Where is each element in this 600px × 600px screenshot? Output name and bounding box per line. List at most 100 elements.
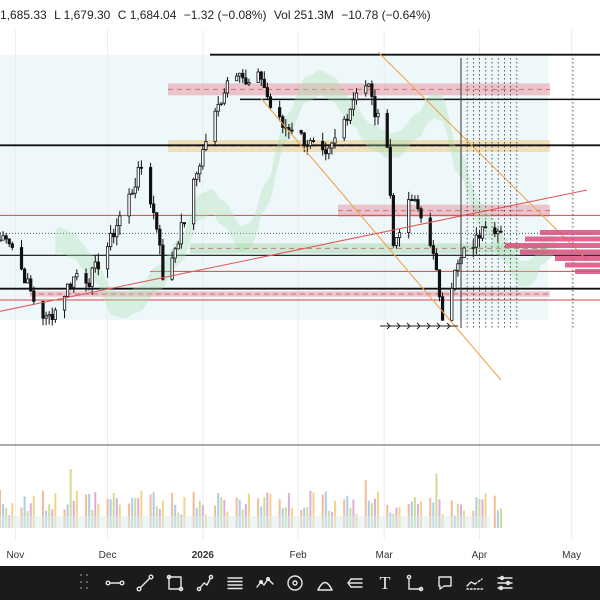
candle-body bbox=[130, 192, 134, 195]
candle-body bbox=[84, 273, 88, 284]
candle-body bbox=[265, 87, 269, 98]
x-axis-label: Apr bbox=[472, 550, 488, 561]
candle-body bbox=[241, 72, 245, 79]
volume-bar bbox=[346, 495, 349, 528]
candle-body bbox=[170, 257, 174, 280]
price-chart[interactable]: Nov Dec 2026 Feb Mar Apr May bbox=[0, 0, 600, 566]
volume-bar bbox=[257, 498, 260, 528]
candle-body bbox=[204, 141, 208, 151]
fib-icon[interactable] bbox=[310, 568, 340, 598]
candle-body bbox=[96, 261, 100, 270]
candle-body bbox=[462, 247, 466, 259]
candle-body bbox=[90, 267, 94, 287]
pattern-icon[interactable] bbox=[250, 568, 280, 598]
rectangle-icon[interactable] bbox=[160, 568, 190, 598]
candle-body bbox=[247, 82, 251, 85]
volume-profile-bar bbox=[555, 256, 600, 261]
candle-body bbox=[93, 261, 97, 269]
candle-body bbox=[10, 243, 14, 248]
volume-bar bbox=[429, 498, 432, 528]
volume-bar bbox=[235, 497, 238, 528]
volume-bar bbox=[161, 500, 164, 528]
volume-bar bbox=[115, 498, 118, 528]
candle-body bbox=[480, 226, 485, 239]
forecast-icon[interactable] bbox=[460, 568, 490, 598]
volume-bar bbox=[152, 492, 155, 528]
candle-body bbox=[75, 273, 79, 278]
candle-body bbox=[302, 132, 306, 146]
candle-body bbox=[419, 208, 423, 219]
volume-bar bbox=[94, 492, 97, 528]
candle-body bbox=[62, 295, 67, 311]
arrow-marker bbox=[406, 322, 411, 330]
candle-body bbox=[287, 127, 291, 131]
candle-body bbox=[397, 232, 402, 238]
candle-body bbox=[262, 78, 266, 88]
volume-bar bbox=[496, 510, 499, 528]
candle-body bbox=[370, 83, 374, 97]
text-icon[interactable]: T bbox=[379, 572, 391, 593]
candle-body bbox=[47, 313, 51, 317]
volume-bar bbox=[192, 491, 195, 528]
candle-body bbox=[407, 199, 411, 234]
circle-icon[interactable] bbox=[280, 568, 310, 598]
volume-bar bbox=[420, 501, 423, 528]
candle-body bbox=[437, 269, 442, 298]
volume-bar bbox=[112, 492, 115, 528]
candle-body bbox=[364, 85, 368, 94]
candle-body bbox=[1, 235, 5, 241]
candle-body bbox=[256, 71, 260, 83]
candle-body bbox=[453, 269, 457, 289]
volume-bar bbox=[134, 498, 137, 528]
volume-bar bbox=[321, 494, 324, 528]
volume-bar bbox=[456, 503, 459, 528]
price-range-icon[interactable] bbox=[400, 568, 430, 598]
candle-body bbox=[376, 112, 380, 118]
candle-body bbox=[69, 283, 73, 288]
volume-bar bbox=[373, 498, 376, 528]
candle-body bbox=[351, 99, 356, 110]
close-value: C 1,684.04 bbox=[117, 8, 177, 22]
candle-body bbox=[179, 222, 183, 245]
candle-body bbox=[434, 253, 439, 271]
channel-line bbox=[377, 51, 588, 261]
volume-bar bbox=[410, 501, 413, 528]
candle-body bbox=[367, 83, 371, 87]
candle-body bbox=[342, 118, 346, 139]
candle-body bbox=[308, 140, 313, 146]
grip-icon[interactable] bbox=[80, 574, 90, 592]
candle-body bbox=[499, 230, 503, 233]
volume-bar bbox=[435, 473, 438, 528]
candle-body bbox=[0, 239, 2, 242]
candle-body bbox=[428, 217, 432, 246]
parallel-channel-icon[interactable] bbox=[220, 568, 250, 598]
volume-bar bbox=[478, 498, 481, 528]
candle-body bbox=[385, 112, 389, 148]
candle-body bbox=[278, 107, 282, 118]
volume-bar bbox=[75, 490, 78, 528]
candle-body bbox=[216, 104, 220, 112]
candle-body bbox=[330, 142, 334, 149]
arrow-marker bbox=[416, 322, 421, 330]
volume-bar bbox=[149, 494, 152, 528]
candle-body bbox=[87, 282, 91, 287]
levels-icon[interactable] bbox=[490, 568, 520, 598]
candle-body bbox=[26, 278, 30, 284]
candle-body bbox=[195, 173, 199, 180]
comment-icon[interactable] bbox=[430, 568, 460, 598]
path-icon[interactable] bbox=[190, 568, 220, 598]
candle-body bbox=[136, 166, 140, 188]
volume-bar bbox=[23, 496, 26, 528]
trend-line-icon[interactable] bbox=[130, 568, 160, 598]
volume-bar bbox=[220, 497, 223, 528]
candle-body bbox=[105, 246, 110, 270]
candle-body bbox=[394, 237, 399, 246]
volume-bar bbox=[2, 503, 5, 528]
line-icon[interactable] bbox=[100, 568, 130, 598]
candle-body bbox=[161, 244, 165, 280]
candle-body bbox=[115, 225, 119, 238]
volume-bar bbox=[183, 497, 186, 528]
candle-body bbox=[198, 165, 202, 175]
candle-body bbox=[158, 228, 162, 246]
long-position-icon[interactable] bbox=[340, 568, 370, 598]
